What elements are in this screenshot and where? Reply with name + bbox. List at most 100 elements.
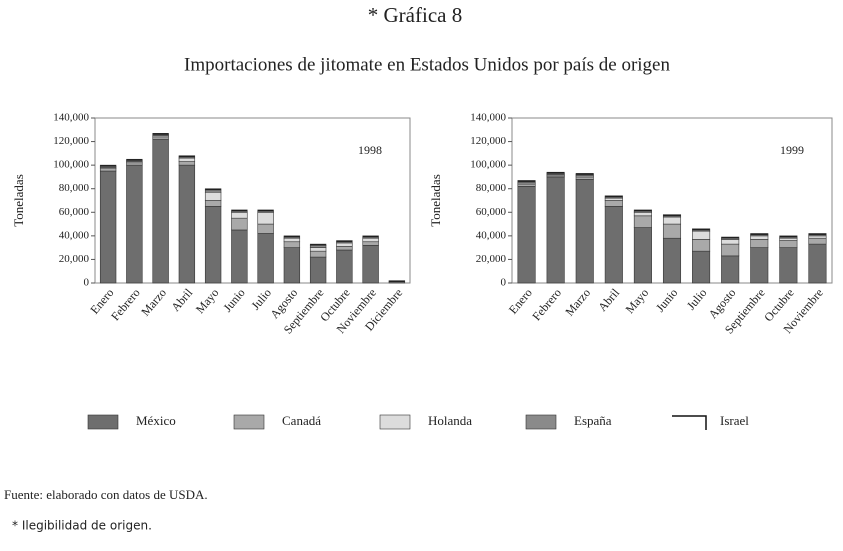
bar-segment — [362, 244, 379, 284]
bar-segment — [388, 280, 406, 283]
note: * Ilegibilidad de origen. — [12, 519, 152, 533]
bar-segment — [604, 197, 623, 201]
source: Fuente: elaborado con datos de USDA. — [4, 487, 208, 502]
bar-segment — [721, 239, 740, 245]
page-title: * Gráfica 8 — [368, 3, 462, 27]
bar-segment — [362, 235, 379, 238]
bar-segment — [309, 256, 327, 284]
bar-segment — [692, 228, 711, 231]
legend-swatch — [379, 414, 411, 430]
bar-segment — [808, 237, 827, 245]
bar-segment — [517, 183, 536, 187]
bar-segment — [231, 217, 248, 231]
legend-swatch — [525, 414, 557, 430]
bar-segment — [204, 191, 222, 201]
annotation: 1999 — [780, 143, 804, 157]
x-tick-label: Mayo — [623, 286, 652, 316]
bar-segment — [633, 215, 652, 228]
page-subtitle: Importaciones de jitomate en Estados Uni… — [184, 54, 670, 75]
y-axis-label: Toneladas — [11, 174, 26, 227]
bar-segment — [692, 230, 711, 240]
legend-swatch — [87, 414, 119, 430]
bar-segment — [283, 247, 301, 284]
bar-segment — [692, 250, 711, 284]
y-tick-label: 40,000 — [476, 229, 507, 241]
bar-segment — [721, 236, 740, 239]
bar-segment — [152, 133, 169, 135]
y-tick-label: 140,000 — [53, 112, 89, 124]
bar-segment — [575, 178, 594, 284]
bar-segment — [231, 211, 248, 219]
bar-segment — [604, 200, 623, 207]
bar-segment — [362, 237, 379, 243]
x-tick-label: Marzo — [562, 286, 593, 319]
bar-segment — [257, 211, 274, 225]
y-tick-label: 40,000 — [59, 229, 90, 241]
bar-segment — [336, 249, 353, 284]
bar-segment — [283, 241, 301, 248]
bar-segment — [152, 138, 169, 284]
bar-segment — [692, 239, 711, 252]
bar-segment — [517, 186, 536, 284]
bar-segment — [721, 243, 740, 257]
bar-segment — [99, 170, 117, 284]
bar-segment — [126, 164, 143, 284]
y-tick-label: 0 — [84, 277, 90, 289]
legend-label: Canadá — [282, 413, 321, 428]
bar-segment — [808, 233, 827, 235]
y-tick-label: 100,000 — [53, 159, 89, 171]
bar-segment — [204, 189, 222, 193]
legend-swatch — [233, 414, 265, 430]
x-tick-label: Mayo — [193, 286, 222, 316]
plot-area — [94, 117, 411, 284]
bar-segment — [257, 223, 274, 234]
bar-segment — [779, 240, 798, 248]
legend-label: Holanda — [428, 413, 472, 428]
bar-segment — [662, 216, 682, 225]
bar-segment — [808, 235, 827, 239]
y-tick-label: 120,000 — [53, 135, 89, 147]
bar-segment — [178, 155, 196, 158]
legend-swatch — [672, 415, 707, 430]
bar-segment — [309, 250, 327, 258]
y-tick-label: 120,000 — [470, 135, 506, 147]
bar-segment — [231, 229, 248, 284]
bar-segment — [126, 158, 143, 161]
bar-segment — [336, 240, 353, 243]
bar-segment — [178, 161, 196, 166]
bar-segment — [178, 157, 196, 162]
x-tick-label: Febrero — [108, 286, 143, 324]
bar-segment — [546, 171, 565, 174]
y-tick-label: 100,000 — [470, 159, 506, 171]
bar-segment — [575, 176, 594, 180]
bar-segment — [662, 223, 682, 239]
y-axis-label: Toneladas — [428, 174, 443, 227]
chart: 0 20,000 40,000 60,000 80,000 100,000 120,000 1… — [11, 112, 411, 337]
bar-segment — [204, 206, 222, 284]
y-tick-label: 60,000 — [476, 206, 507, 218]
bar-segment — [283, 237, 301, 243]
bar-segment — [204, 188, 222, 191]
bar-segment — [779, 247, 798, 284]
bar-segment — [750, 235, 769, 240]
bar-segment — [808, 243, 827, 284]
legend-label: España — [574, 413, 612, 428]
bar-segment — [99, 164, 117, 167]
bar-segment — [604, 195, 623, 198]
bar-segment — [750, 239, 769, 248]
x-tick-label: Abril — [595, 285, 622, 314]
x-tick-label: Junio — [220, 286, 247, 315]
x-tick-label: Marzo — [138, 286, 169, 319]
bar-segment — [204, 200, 222, 207]
bar-segment — [257, 233, 274, 284]
bar-segment — [257, 209, 274, 212]
bar-segment — [604, 206, 623, 284]
annotation: 1998 — [358, 143, 382, 157]
bar-segment — [750, 247, 769, 284]
bar-segment — [152, 136, 169, 140]
bar-segment — [99, 168, 117, 172]
bar-segment — [662, 237, 682, 284]
y-tick-label: 0 — [501, 277, 507, 289]
bar-segment — [309, 243, 327, 246]
bar-segment — [662, 214, 682, 217]
